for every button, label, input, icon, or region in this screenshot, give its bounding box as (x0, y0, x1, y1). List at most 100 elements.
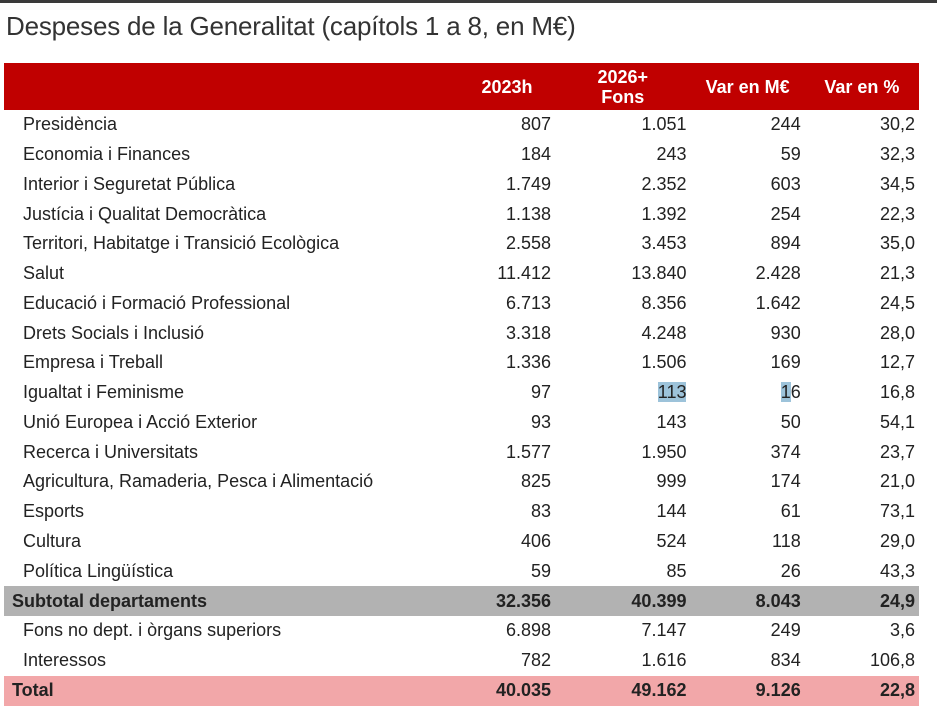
table-row: Agricultura, Ramaderia, Pesca i Alimenta… (4, 467, 919, 497)
value-var-meur: 61 (780, 501, 801, 522)
value-var-pct: 3,6 (889, 620, 915, 641)
subtotal-row: Subtotal departaments 32.356 40.399 8.043 24… (4, 586, 919, 616)
table-row: Educació i Formació Professional 6.713 8.3… (4, 289, 919, 319)
value-var-meur: 834 (770, 650, 801, 671)
table-row: Política Lingüística 59 85 26 43,3 (4, 556, 919, 586)
value-2023h: 83 (530, 501, 552, 522)
row-label: Subtotal departaments (4, 586, 459, 616)
value-var-pct: 32,3 (879, 144, 915, 165)
top-border (0, 0, 937, 3)
table-row: Fons no dept. i òrgans superiors 6.898 7.1… (4, 616, 919, 646)
value-var-pct: 54,1 (879, 411, 915, 432)
value-var-meur: 249 (770, 620, 801, 641)
value-var-pct: 21,3 (879, 263, 915, 284)
value-var-meur: 930 (770, 322, 801, 343)
value-2026-fons: 49.162 (555, 675, 691, 706)
value-var-pct: 22,8 (804, 675, 919, 706)
value-var-pct: 34,5 (879, 173, 915, 194)
value-2023h: 1.336 (505, 352, 552, 373)
value-2023h: 184 (520, 144, 552, 165)
table-row: Esports 83 144 61 73,1 (4, 497, 919, 527)
table-row: Justícia i Qualitat Democràtica 1.138 1.39… (4, 199, 919, 229)
value-2023h: 2.558 (505, 233, 552, 254)
value-2023h: 32.356 (458, 586, 556, 616)
value-2026-fons: 3.453 (641, 233, 687, 254)
value-var-pct: 12,7 (879, 352, 915, 373)
value-2026-fons: 1.950 (641, 441, 687, 462)
row-label: Empresa i Treball (23, 352, 164, 373)
row-label: Esports (23, 501, 85, 522)
value-var-pct: 30,2 (879, 114, 915, 135)
row-label: Cultura (23, 530, 82, 551)
row-label: Territori, Habitatge i Transició Ecològi… (23, 233, 340, 254)
row-label: Unió Europea i Acció Exterior (23, 411, 258, 432)
value-2026-fons: 1.392 (641, 203, 687, 224)
value-var-pct: 73,1 (879, 501, 915, 522)
value-var-pct: 22,3 (879, 203, 915, 224)
value-var-meur: 26 (780, 560, 801, 581)
value-2023h: 1.577 (505, 441, 552, 462)
table-row: Economia i Finances 184 243 59 32,3 (4, 140, 919, 170)
value-2023h: 6.713 (505, 292, 552, 313)
row-label: Política Lingüística (23, 560, 174, 581)
value-var-pct: 23,7 (879, 441, 915, 462)
value-2026-fons: 40.399 (555, 586, 691, 616)
row-label: Salut (23, 263, 65, 284)
value-var-pct: 43,3 (879, 560, 915, 581)
table-row: Territori, Habitatge i Transició Ecològi… (4, 229, 919, 259)
value-var-meur: 16 (780, 382, 801, 403)
header-blank (4, 63, 459, 110)
value-var-meur: 9.126 (690, 675, 805, 706)
value-var-meur: 1.642 (755, 292, 801, 313)
value-2026-fons: 524 (656, 530, 687, 551)
table-row: Salut 11.412 13.840 2.428 21,3 (4, 259, 919, 289)
row-label: Igualtat i Feminisme (23, 382, 185, 403)
value-var-meur: 244 (770, 114, 801, 135)
value-var-pct: 29,0 (879, 530, 915, 551)
value-var-meur: 169 (770, 352, 801, 373)
row-label: Agricultura, Ramaderia, Pesca i Alimenta… (23, 471, 374, 492)
value-2026-fons: 243 (656, 144, 687, 165)
value-2023h: 97 (530, 382, 552, 403)
header-var-pct: Var en % (804, 63, 919, 110)
text-selection-highlight: 1 (780, 382, 791, 403)
header-2026-fons-text: 2026+ Fons (597, 66, 649, 107)
row-label: Economia i Finances (23, 144, 191, 165)
value-2023h: 93 (530, 411, 552, 432)
header-2023h: 2023h (458, 63, 556, 110)
row-label: Fons no dept. i òrgans superiors (23, 620, 282, 641)
text-selection-highlight: 113 (657, 382, 687, 403)
value-var-pct: 24,9 (804, 586, 919, 616)
value-2026-fons: 1.506 (641, 352, 687, 373)
value-2023h: 1.138 (505, 203, 552, 224)
value-2023h: 1.749 (505, 173, 552, 194)
header-row: 2023h 2026+ Fons Var en M€ Var en % (4, 63, 919, 110)
value-2026-fons: 7.147 (641, 620, 687, 641)
table-row: Unió Europea i Acció Exterior 93 143 50 54,1 (4, 408, 919, 438)
value-2023h: 40.035 (458, 675, 556, 706)
value-2026-fons: 4.248 (641, 322, 687, 343)
value-var-meur: 374 (770, 441, 801, 462)
table-row: Interessos 782 1.616 834 106,8 (4, 646, 919, 676)
value-2026-fons: 1.051 (641, 114, 687, 135)
value-2026-fons: 113 (555, 378, 690, 408)
row-label: Interessos (23, 650, 107, 671)
value-var-pct: 16,8 (879, 382, 915, 403)
value-2026-fons: 1.616 (641, 650, 687, 671)
value-var-pct: 28,0 (879, 322, 915, 343)
value-2023h: 807 (520, 114, 552, 135)
value-var-meur: 50 (780, 411, 801, 432)
value-var-meur: 894 (770, 233, 801, 254)
table-row: Cultura 406 524 118 29,0 (4, 527, 919, 557)
value-2026-fons: 85 (666, 560, 687, 581)
table-row: Drets Socials i Inclusió 3.318 4.248 930 28,… (4, 318, 919, 348)
row-label: Interior i Seguretat Pública (23, 173, 236, 194)
value-2026-fons: 13.840 (631, 263, 687, 284)
row-label: Educació i Formació Professional (23, 292, 291, 313)
value-var-pct: 106,8 (869, 650, 915, 671)
value-2026-fons: 2.352 (641, 173, 687, 194)
value-2026-fons: 999 (656, 471, 687, 492)
value-var-pct: 35,0 (879, 233, 915, 254)
header-2026-fons: 2026+ Fons (555, 63, 691, 110)
value-2023h: 406 (520, 530, 552, 551)
